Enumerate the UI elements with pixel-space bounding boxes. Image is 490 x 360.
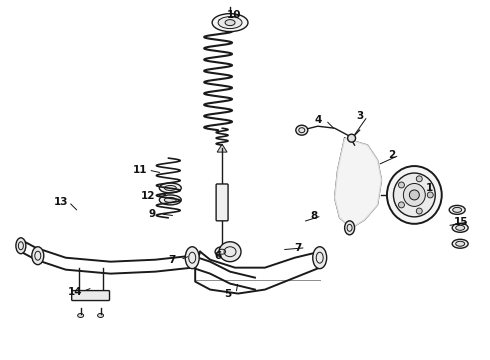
Ellipse shape — [296, 125, 308, 135]
Ellipse shape — [77, 314, 84, 318]
Ellipse shape — [313, 247, 327, 269]
Ellipse shape — [16, 238, 26, 254]
Ellipse shape — [449, 206, 465, 214]
Ellipse shape — [219, 242, 241, 262]
Ellipse shape — [164, 185, 176, 190]
Ellipse shape — [98, 314, 103, 318]
FancyBboxPatch shape — [216, 184, 228, 221]
Ellipse shape — [387, 166, 442, 224]
Text: 11: 11 — [133, 165, 147, 175]
Text: 7: 7 — [294, 243, 301, 253]
FancyBboxPatch shape — [72, 291, 110, 301]
Text: 6: 6 — [215, 251, 222, 261]
Text: 7: 7 — [169, 255, 176, 265]
Ellipse shape — [185, 247, 199, 269]
Ellipse shape — [164, 197, 176, 202]
Ellipse shape — [344, 221, 355, 235]
Text: 14: 14 — [67, 287, 82, 297]
Text: 15: 15 — [454, 217, 468, 227]
Ellipse shape — [347, 134, 356, 142]
Ellipse shape — [456, 241, 465, 246]
Text: 10: 10 — [227, 10, 241, 20]
Circle shape — [398, 182, 404, 188]
Ellipse shape — [403, 184, 425, 206]
Polygon shape — [335, 138, 382, 228]
Ellipse shape — [453, 207, 462, 212]
Circle shape — [416, 176, 422, 182]
Text: 1: 1 — [426, 183, 433, 193]
Ellipse shape — [159, 195, 181, 205]
Text: 8: 8 — [310, 211, 318, 221]
Text: 3: 3 — [356, 111, 363, 121]
Ellipse shape — [218, 17, 242, 28]
Ellipse shape — [225, 20, 235, 26]
Text: 9: 9 — [149, 209, 156, 219]
Ellipse shape — [452, 223, 468, 232]
Ellipse shape — [215, 247, 229, 257]
Text: 2: 2 — [388, 150, 395, 160]
Text: 4: 4 — [314, 115, 321, 125]
Polygon shape — [217, 144, 227, 152]
Circle shape — [398, 202, 404, 208]
Text: 5: 5 — [224, 289, 232, 298]
Circle shape — [427, 192, 433, 198]
Ellipse shape — [32, 247, 44, 265]
Text: 12: 12 — [141, 191, 156, 201]
Ellipse shape — [452, 239, 468, 248]
Ellipse shape — [159, 183, 181, 193]
Ellipse shape — [212, 14, 248, 32]
Ellipse shape — [409, 190, 419, 200]
Ellipse shape — [456, 225, 465, 230]
Circle shape — [416, 208, 422, 214]
Ellipse shape — [393, 173, 435, 217]
Text: 13: 13 — [53, 197, 68, 207]
